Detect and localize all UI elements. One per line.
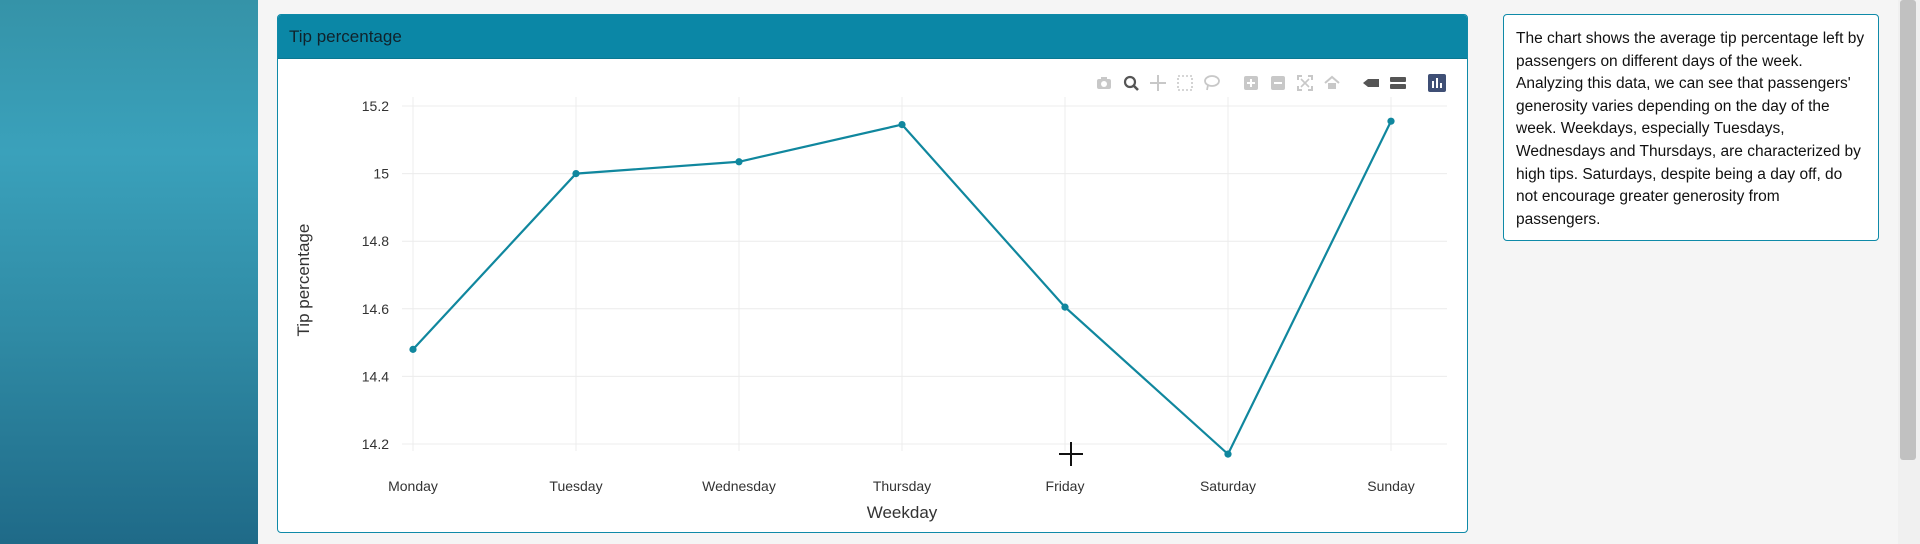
zoom-out-icon[interactable] xyxy=(1267,72,1289,94)
data-point[interactable] xyxy=(898,120,906,129)
y-axis-title: Tip percentage xyxy=(294,224,313,337)
pan-icon[interactable] xyxy=(1147,72,1169,94)
y-tick-label: 14.4 xyxy=(362,368,389,384)
card-header: Tip percentage xyxy=(278,15,1467,59)
description-card: The chart shows the average tip percenta… xyxy=(1503,14,1879,241)
page-scrollbar[interactable] xyxy=(1898,0,1920,544)
y-tick-label: 14.8 xyxy=(362,233,389,249)
x-tick-label: Thursday xyxy=(873,478,931,494)
data-point[interactable] xyxy=(1061,303,1069,311)
autoscale-icon[interactable] xyxy=(1294,72,1316,94)
data-point[interactable] xyxy=(572,170,580,178)
y-tick-label: 15.2 xyxy=(362,98,389,114)
x-axis-title: Weekday xyxy=(867,503,938,522)
x-tick-label: Wednesday xyxy=(702,478,776,494)
sidebar xyxy=(0,0,258,544)
data-point[interactable] xyxy=(409,345,417,353)
x-tick-label: Friday xyxy=(1046,478,1085,494)
card-title: Tip percentage xyxy=(289,26,402,46)
scroll-thumb[interactable] xyxy=(1900,0,1916,460)
camera-icon[interactable] xyxy=(1093,72,1115,94)
chart-description: The chart shows the average tip percenta… xyxy=(1516,30,1865,228)
y-tick-label: 15 xyxy=(373,166,389,182)
x-tick-label: Tuesday xyxy=(549,478,602,494)
lasso-icon[interactable] xyxy=(1201,72,1223,94)
x-tick-label: Saturday xyxy=(1200,478,1256,494)
hover-closest-icon[interactable] xyxy=(1360,72,1382,94)
box-select-icon[interactable] xyxy=(1174,72,1196,94)
x-tick-label: Monday xyxy=(388,478,438,494)
data-point[interactable] xyxy=(735,158,743,166)
crosshair-cursor-icon xyxy=(1059,442,1083,466)
chart-modebar xyxy=(1093,72,1453,94)
x-tick-label: Sunday xyxy=(1367,478,1414,494)
hover-compare-icon[interactable] xyxy=(1387,72,1409,94)
zoom-in-icon[interactable] xyxy=(1240,72,1262,94)
chart-card: Tip percentage xyxy=(277,14,1468,533)
y-tick-label: 14.2 xyxy=(362,436,389,452)
reset-axes-icon[interactable] xyxy=(1321,72,1343,94)
data-point[interactable] xyxy=(1387,117,1395,125)
data-point[interactable] xyxy=(1224,450,1232,458)
y-tick-label: 14.6 xyxy=(362,301,389,317)
zoom-icon[interactable] xyxy=(1120,72,1142,94)
plotly-logo-icon[interactable] xyxy=(1426,72,1448,94)
line-chart: 14.2 14.4 14.6 14.8 15 15.2 Monday Tuesday Wedn… xyxy=(294,97,1447,522)
